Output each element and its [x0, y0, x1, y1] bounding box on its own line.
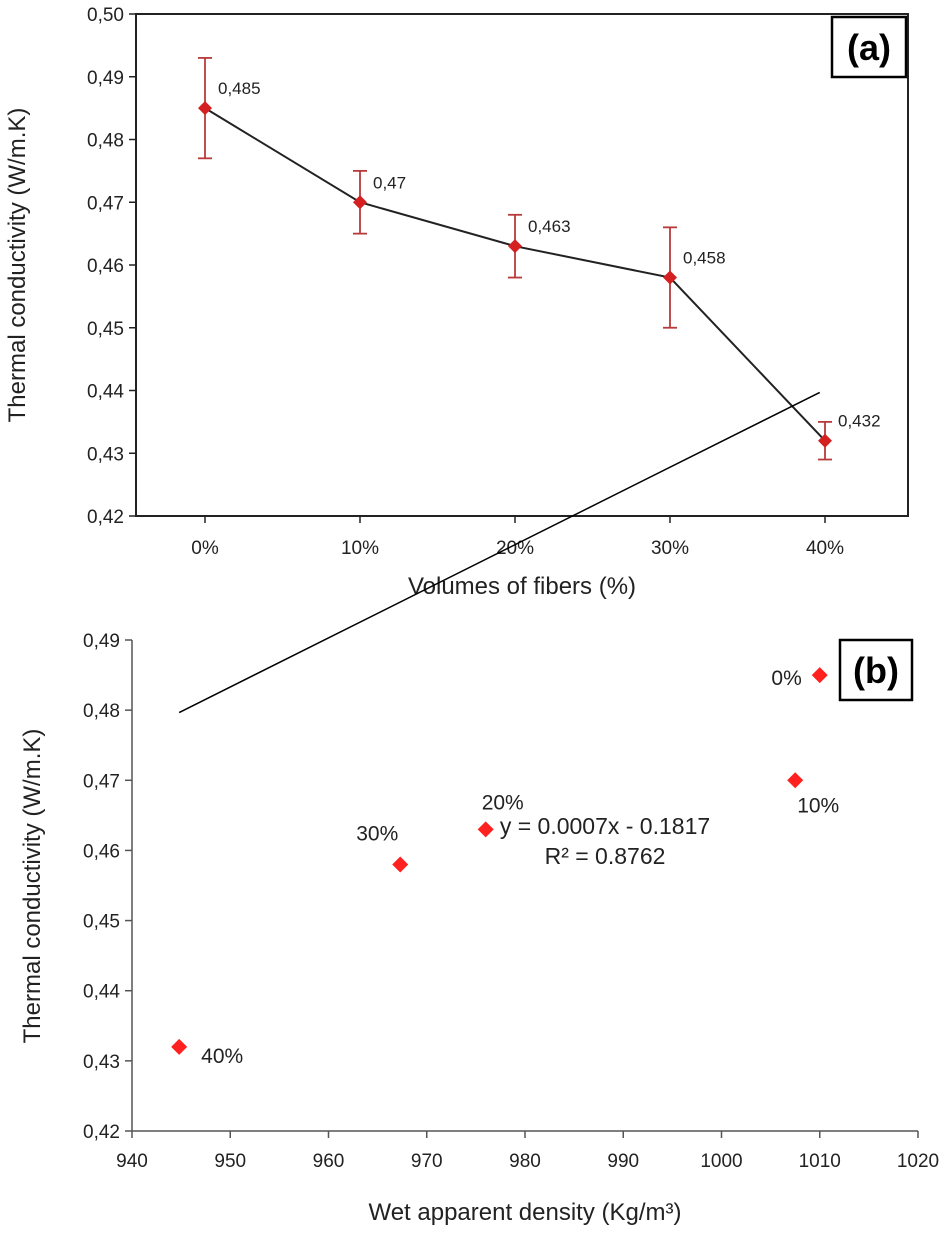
chart-b-data-point: [392, 856, 409, 873]
chart-a-data-label: 0,432: [838, 412, 881, 431]
chart-b-data-point: [811, 667, 828, 684]
chart-b-data-point: [477, 821, 494, 838]
chart-a-y-tick-label: 0,44: [87, 382, 124, 403]
chart-a-y-tick-label: 0,47: [87, 193, 124, 214]
chart-a-x-axis-label: Volumes of fibers (%): [408, 573, 636, 600]
chart-b-y-tick-label: 0,47: [83, 771, 120, 792]
chart-a: 0,42 0,43 0,44 0,45 0,46 0,47 0,48 0,49 0,50 0% 1…: [4, 5, 909, 600]
chart-b-x-tick-label: 970: [411, 1151, 443, 1172]
chart-a-data-point: [198, 101, 212, 116]
chart-b-x-tick-label: 950: [214, 1151, 246, 1172]
chart-a-y-tick-label: 0,45: [87, 319, 124, 340]
chart-a-data-point: [663, 270, 677, 285]
chart-a-y-tick-label: 0,46: [87, 256, 124, 277]
chart-b-x-tick-label: 1010: [799, 1151, 841, 1172]
chart-b-y-ticks: 0,42 0,43 0,44 0,45 0,46 0,47 0,48 0,49: [83, 631, 132, 1143]
chart-b-panel-label-box: [838, 638, 914, 702]
chart-b-x-ticks: 940 950 960 970 980 990 1000 1010 1020: [116, 1131, 939, 1172]
chart-a-data-label: 0,458: [683, 249, 726, 268]
chart-a-panel-label: (a): [847, 27, 891, 68]
chart-b-x-tick-label: 1020: [897, 1151, 939, 1172]
chart-a-data-label: 0,463: [528, 217, 571, 236]
chart-a-data-point: [818, 433, 832, 448]
chart-a-y-tick-label: 0,42: [87, 507, 124, 528]
chart-b: 0,420,430,440,450,460,470,480,49 940 950 9…: [19, 391, 939, 1226]
chart-a-error-bars: [198, 57, 832, 461]
chart-b-x-tick-label: 960: [313, 1151, 345, 1172]
chart-b-points: [171, 667, 828, 1055]
chart-a-data-point: [353, 195, 367, 210]
chart-a-y-tick-label: 0,48: [87, 131, 124, 152]
chart-b-y-tick-label: 0,44: [83, 982, 120, 1003]
chart-a-data-label: 0,485: [218, 79, 261, 98]
chart-b-point-label: 20%: [482, 791, 524, 814]
chart-a-data-label: 0,47: [373, 173, 406, 192]
chart-a-points: [198, 101, 832, 448]
chart-b-point-labels: 0% 10% 20% 30% 40%: [201, 667, 839, 1068]
chart-a-y-axis-label: Thermal conductivity (W/m.K): [4, 108, 31, 423]
chart-b-data-point: [171, 1038, 188, 1055]
chart-a-y-tick-label: 0,49: [87, 68, 124, 89]
chart-a-x-tick-label: 30%: [651, 538, 689, 559]
chart-b-trend-equation: y = 0.0007x - 0.1817: [500, 813, 710, 839]
chart-b-y-tick-label: 0,48: [83, 701, 120, 722]
chart-b-x-tick-label: 980: [509, 1151, 541, 1172]
chart-b-y-tick-label: 0,49: [83, 631, 120, 652]
chart-b-x-tick-label: 990: [607, 1151, 639, 1172]
chart-a-x-tick-label: 20%: [496, 538, 534, 559]
chart-b-point-label: 30%: [356, 822, 398, 845]
chart-a-data-labels: 0,485 0,47 0,463 0,458 0,432: [218, 79, 881, 431]
chart-a-y-tick-label: 0,43: [87, 444, 124, 465]
chart-a-x-tick-label: 0%: [191, 538, 219, 559]
chart-b-x-axis-label: Wet apparent density (Kg/m³): [368, 1199, 681, 1226]
chart-b-y-tick-label: 0,45: [83, 912, 120, 933]
chart-b-x-tick-label: 940: [116, 1151, 148, 1172]
chart-a-y-ticks: 0,42 0,43 0,44 0,45 0,46 0,47 0,48 0,49 0,50: [87, 5, 136, 528]
chart-a-x-ticks: 0% 10% 20% 30% 40%: [191, 516, 844, 559]
chart-b-y-tick-label: 0,43: [83, 1052, 120, 1073]
chart-b-r-squared: R² = 0.8762: [545, 843, 666, 869]
chart-b-trendline: [178, 391, 821, 714]
chart-a-panel-label-box: [830, 15, 908, 79]
chart-b-y-tick-label: 0,46: [83, 841, 120, 862]
chart-b-x-tick-label: 1000: [700, 1151, 742, 1172]
chart-a-y-tick-label: 0,50: [87, 5, 124, 26]
chart-b-data-point: [787, 772, 804, 789]
chart-a-data-point: [508, 239, 522, 254]
chart-b-panel-label: (b): [853, 650, 899, 691]
chart-a-x-tick-label: 40%: [806, 538, 844, 559]
chart-b-point-label: 10%: [797, 794, 839, 817]
chart-b-point-label: 0%: [771, 667, 801, 690]
chart-b-y-axis-label: Thermal conductivity (W/m.K): [19, 729, 46, 1044]
chart-b-y-tick-label: 0,42: [83, 1122, 120, 1143]
chart-a-x-tick-label: 10%: [341, 538, 379, 559]
chart-b-point-label: 40%: [201, 1045, 243, 1068]
